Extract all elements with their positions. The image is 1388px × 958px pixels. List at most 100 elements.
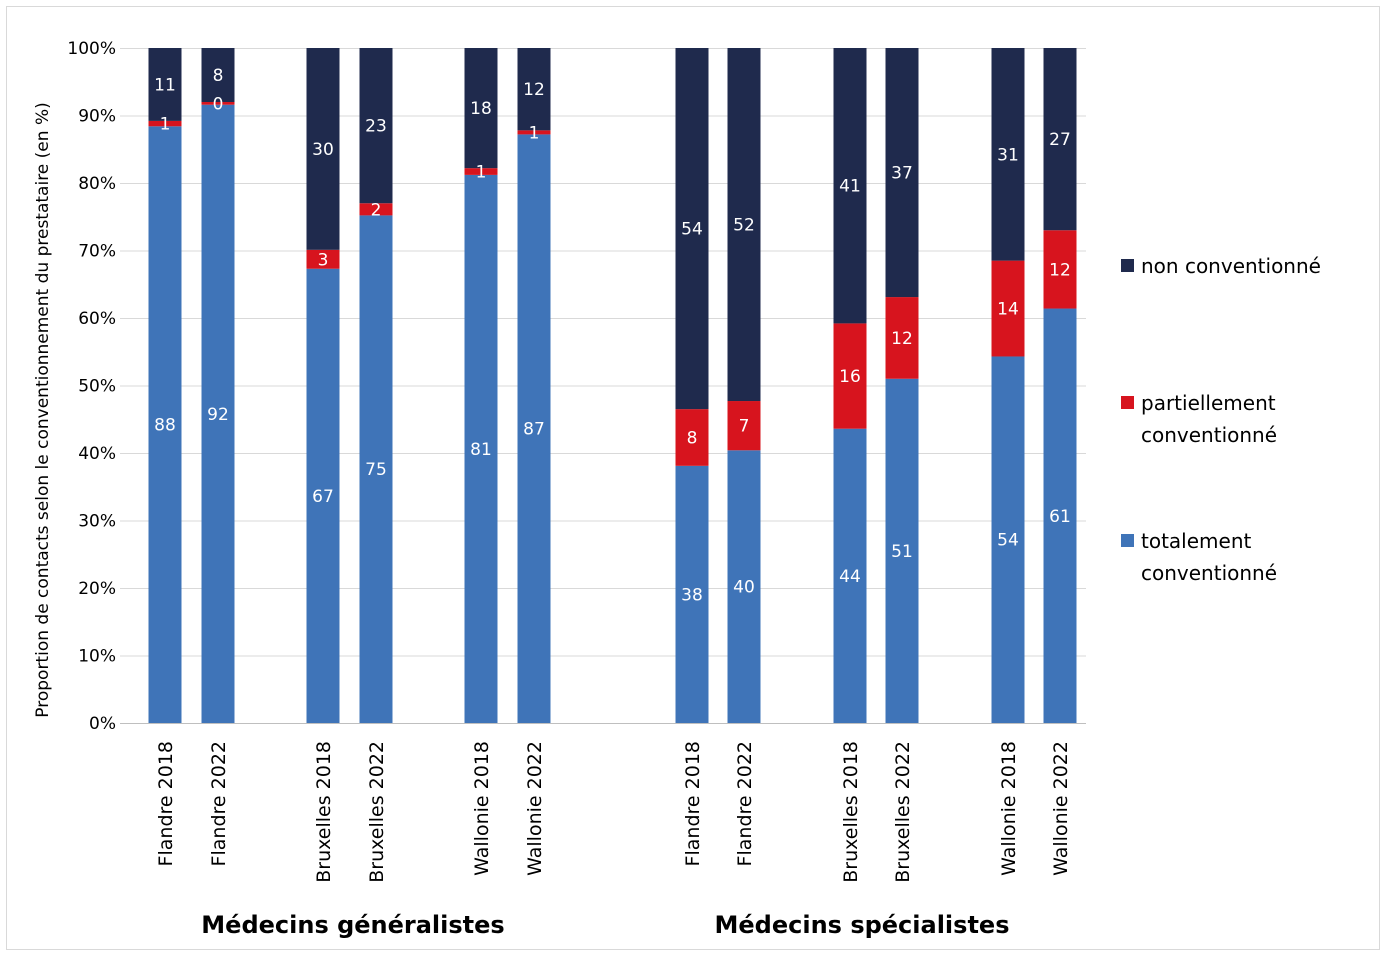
data-label: 11 [154,75,176,95]
y-tick-label: 80% [78,174,116,194]
legend-swatch [1121,396,1134,409]
data-label: 12 [891,329,913,349]
data-label: 1 [160,115,171,135]
bar-segment [675,409,709,466]
data-label: 30 [312,140,334,160]
bar-segment [1043,308,1077,723]
bar-segment [885,48,919,298]
data-label: 14 [997,300,1019,320]
data-label: 1 [529,123,540,143]
bar-segment [727,48,761,402]
bar-segment [833,323,867,429]
bar-segment [991,356,1025,723]
bar-segment [517,130,551,135]
category-label: Flandre 2022 [208,741,230,866]
category-label: Wallonie 2022 [524,741,546,876]
data-label: 23 [365,117,387,137]
bar-segment [833,428,867,723]
data-label: 8 [213,66,224,86]
bar-segment [201,104,235,723]
y-axis-label: Proportion de contacts selon le conventi… [33,102,53,717]
data-label: 44 [839,567,861,587]
bar-segment [359,203,393,216]
data-label: 1 [476,163,487,183]
data-label: 27 [1049,130,1071,150]
legend-label: conventionné [1141,561,1277,585]
data-label: 18 [470,99,492,119]
category-label: Flandre 2018 [155,741,177,866]
group-title: Médecins spécialistes [715,911,1010,939]
bar-segment [359,48,393,204]
bar-segment [517,134,551,723]
bar-segment [885,297,919,379]
bar-segment [885,378,919,723]
legend-swatch [1121,534,1134,547]
bar-segment [727,450,761,723]
group-title: Médecins généralistes [201,911,504,939]
bar-segment [464,168,498,175]
bar-segment [201,102,235,105]
bar-segment [148,120,182,127]
bar-segment [464,174,498,723]
y-tick-label: 90% [78,107,116,127]
data-label: 31 [997,145,1019,165]
category-label: Wallonie 2022 [1050,741,1072,876]
y-tick-label: 50% [78,377,116,397]
y-tick-label: 100% [67,39,116,59]
group-titles: Médecins généralistes Médecins spécialist… [201,911,1009,939]
legend: non conventionné partiellement conventionn… [1121,254,1321,585]
y-axis-ticks: 0% 10% 20% 30% 40% 50% 60% 70% 80% 90% 100% [67,39,116,734]
data-label: 8 [687,428,698,448]
bar-segment [991,260,1025,357]
legend-label: non conventionné [1141,254,1321,278]
bar-segment [148,126,182,724]
gridlines [120,48,1086,657]
bar-segment [359,215,393,723]
data-label: 12 [1049,260,1071,280]
category-label: Wallonie 2018 [471,741,493,876]
data-label: 92 [207,405,229,425]
category-label: Bruxelles 2018 [313,741,335,883]
data-label: 67 [312,487,334,507]
bar-segment [306,249,340,269]
data-label: 12 [523,80,545,100]
data-label: 61 [1049,507,1071,527]
data-label: 40 [733,578,755,598]
bar-segment [675,465,709,723]
data-label: 75 [365,460,387,480]
bar-segment [306,268,340,723]
category-label: Wallonie 2018 [998,741,1020,876]
bar-segment [675,48,709,410]
category-label: Bruxelles 2022 [366,741,388,883]
bar-segment [727,401,761,451]
y-tick-label: 20% [78,579,116,599]
category-label: Flandre 2022 [734,741,756,866]
bars [148,48,1077,724]
data-label: 52 [733,216,755,236]
data-label: 54 [681,220,703,240]
data-label: 51 [891,542,913,562]
category-label: Bruxelles 2022 [892,741,914,883]
data-label: 7 [739,417,750,437]
data-label: 2 [371,200,382,220]
bar-segment [148,48,182,121]
y-tick-label: 40% [78,444,116,464]
data-label: 16 [839,367,861,387]
y-tick-label: 70% [78,242,116,262]
legend-swatch [1121,259,1134,272]
data-label: 54 [997,531,1019,551]
legend-label: conventionné [1141,423,1277,447]
bar-segment [306,48,340,250]
data-label: 3 [318,250,329,270]
category-label: Bruxelles 2018 [840,741,862,883]
data-label: 87 [523,420,545,440]
data-label: 38 [681,585,703,605]
y-tick-label: 0% [89,714,116,734]
y-tick-label: 30% [78,512,116,532]
bar-segment [833,48,867,324]
chart-frame [6,6,1380,950]
category-label: Flandre 2018 [682,741,704,866]
bar-segment [464,48,498,169]
data-label: 41 [839,177,861,197]
